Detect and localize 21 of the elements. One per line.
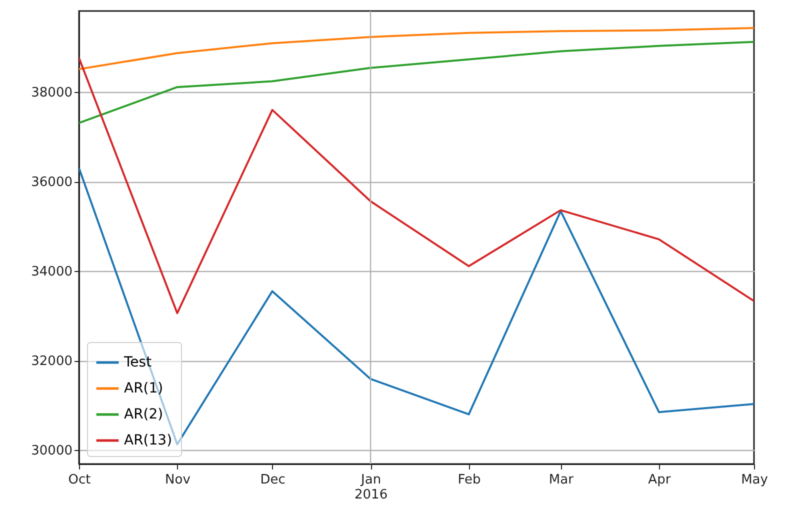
y-tick-label: 34000 (31, 264, 72, 280)
legend-label: Test (123, 354, 152, 370)
x-tick-label: Feb (458, 472, 481, 488)
legend-label: AR(13) (124, 432, 172, 448)
x-tick-label: Mar (548, 472, 574, 488)
y-tick-label: 32000 (31, 354, 72, 370)
y-tick-label: 36000 (31, 175, 72, 190)
y-tick-label: 38000 (31, 86, 72, 101)
legend-label: AR(2) (124, 406, 164, 422)
line-series (79, 167, 754, 446)
x-tick-label: Nov (165, 472, 191, 488)
x-tick-label: Dec (260, 472, 286, 488)
x-tick-label: Apr (648, 472, 672, 488)
line-series (79, 57, 754, 314)
y-tick-label: 30000 (31, 444, 72, 459)
x-tick-label: Jan 2016 (354, 472, 388, 502)
x-tick-label: May (741, 472, 768, 488)
line-series (79, 27, 754, 70)
legend-label: AR(1) (124, 380, 164, 396)
x-tick-label: Oct (68, 472, 91, 488)
line-series (79, 40, 754, 124)
